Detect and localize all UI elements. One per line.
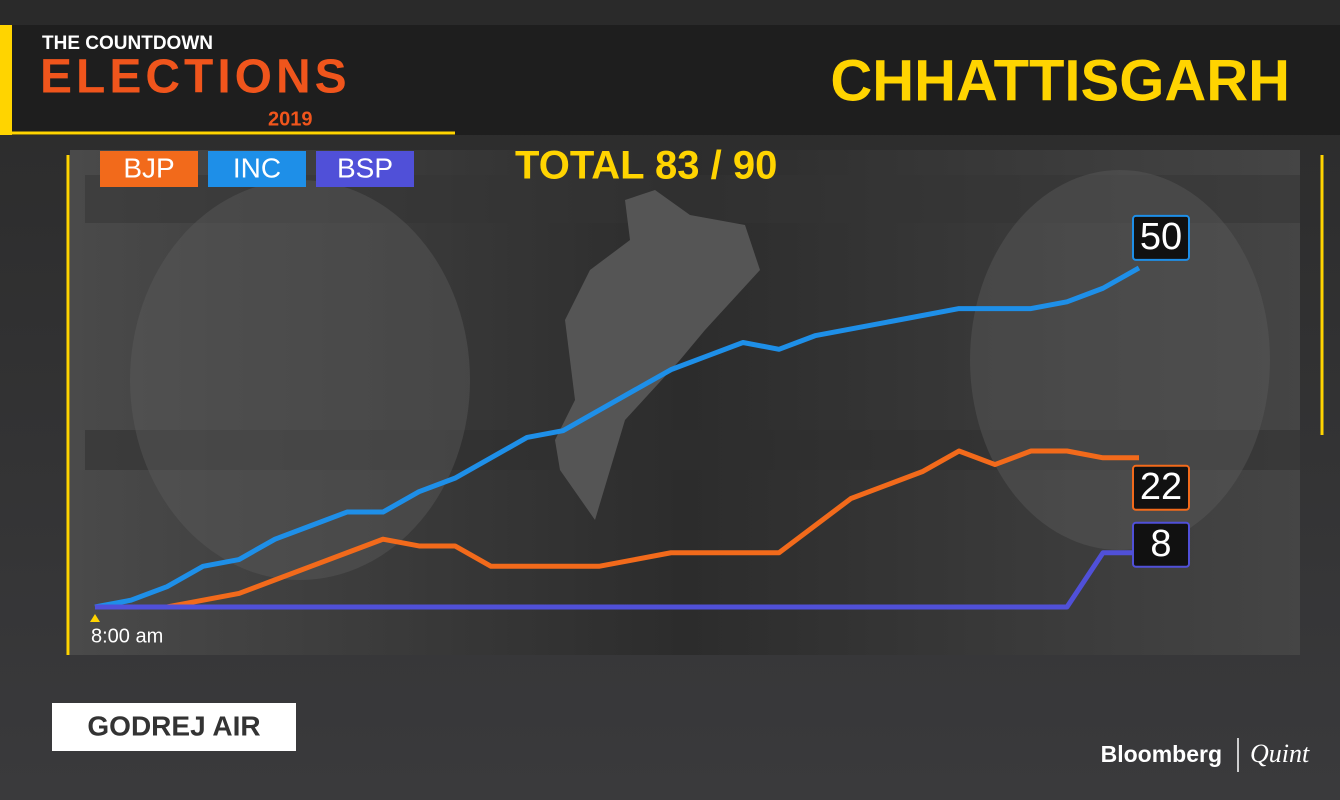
logo-right: Quint bbox=[1250, 739, 1310, 768]
sponsor-box bbox=[52, 703, 296, 751]
banner-accent bbox=[0, 25, 12, 135]
end-label: 8 bbox=[1132, 521, 1190, 568]
end-label: 50 bbox=[1132, 214, 1190, 261]
end-label-box bbox=[1132, 214, 1190, 261]
state-map bbox=[555, 190, 760, 520]
logo-left: Bloomberg bbox=[1101, 741, 1222, 767]
sponsor: GODREJ AIR bbox=[87, 710, 260, 741]
brand: ELECTIONS bbox=[40, 51, 351, 104]
series-line bbox=[95, 448, 1139, 610]
state-title: CHHATTISGARH bbox=[830, 48, 1290, 113]
series-line bbox=[95, 550, 1139, 610]
end-label-value: 50 bbox=[1140, 216, 1182, 258]
photo-right bbox=[970, 170, 1270, 550]
photo-left bbox=[130, 180, 470, 580]
legend-label: BSP bbox=[337, 152, 393, 183]
end-label: 22 bbox=[1132, 464, 1190, 511]
year: 2019 bbox=[268, 108, 313, 130]
x-tick-marker bbox=[90, 614, 100, 622]
series-line bbox=[94, 265, 1141, 610]
legend-label: BJP bbox=[123, 152, 174, 183]
end-label-value: 22 bbox=[1140, 466, 1182, 508]
x-tick-label: 8:00 am bbox=[91, 625, 163, 647]
legend-box bbox=[316, 151, 414, 187]
kicker: THE COUNTDOWN bbox=[42, 33, 213, 54]
legend-label: INC bbox=[233, 152, 281, 183]
total-title: TOTAL 83 / 90 bbox=[515, 144, 777, 188]
end-label-value: 8 bbox=[1150, 523, 1171, 565]
end-label-box bbox=[1132, 464, 1190, 511]
top-banner bbox=[0, 25, 1340, 135]
end-label-box bbox=[1132, 521, 1190, 568]
legend-box bbox=[100, 151, 198, 187]
legend-box bbox=[208, 151, 306, 187]
band bbox=[85, 430, 1300, 470]
